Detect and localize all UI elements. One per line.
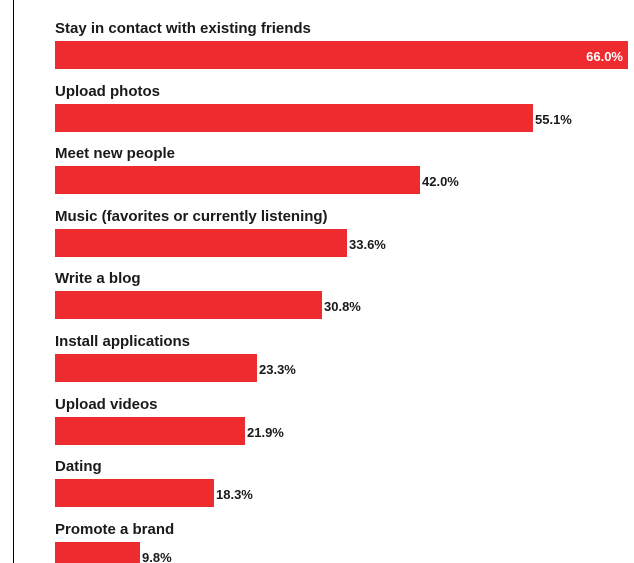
value-label: 21.9% <box>247 424 284 440</box>
bar <box>55 41 628 69</box>
value-label: 23.3% <box>259 362 296 377</box>
bar <box>55 354 257 382</box>
category-label: Promote a brand <box>55 520 175 538</box>
bar <box>55 103 533 132</box>
category-label: Meet new people <box>55 145 176 163</box>
category-label: Stay in contact with existing friends <box>55 20 311 37</box>
axis-line <box>13 0 14 563</box>
value-label: 55.1% <box>535 111 572 127</box>
value-label: 30.8% <box>324 299 361 315</box>
bar <box>55 166 420 195</box>
category-label: Upload photos <box>55 82 160 100</box>
category-label: Dating <box>55 458 102 476</box>
bar <box>55 291 322 320</box>
value-label: 33.6% <box>349 236 386 252</box>
category-label: Write a blog <box>55 270 141 288</box>
bar <box>55 479 214 508</box>
category-label: Music (favorites or currently listening) <box>55 207 328 225</box>
bar <box>55 416 245 445</box>
category-label: Upload videos <box>55 395 158 413</box>
value-label: 66.0% <box>586 49 623 64</box>
category-label: Install applications <box>55 333 191 350</box>
value-label: 18.3% <box>216 487 253 503</box>
bar <box>55 541 140 563</box>
value-label: 42.0% <box>422 174 459 190</box>
bar <box>55 228 347 257</box>
value-label: 9.8% <box>142 549 172 563</box>
